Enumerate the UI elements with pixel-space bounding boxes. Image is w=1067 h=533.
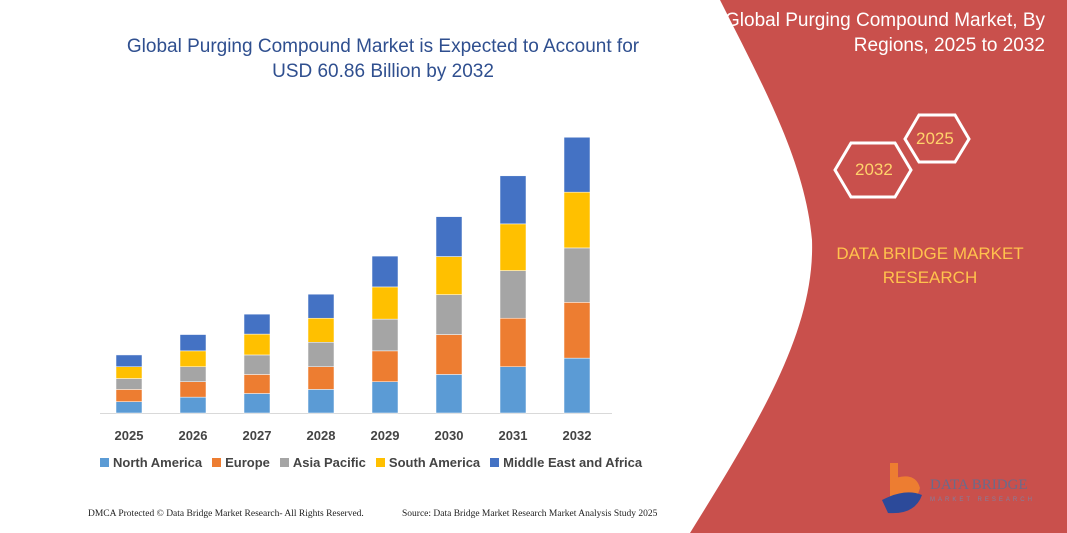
legend-swatch bbox=[490, 458, 500, 467]
footer-copyright: DMCA Protected © Data Bridge Market Rese… bbox=[88, 509, 364, 519]
bar-segment-europe-2030 bbox=[435, 334, 463, 375]
legend-label: North America bbox=[113, 455, 203, 470]
x-tick-labels: 2025 2026 2027 2028 2029 2030 2031 2032 bbox=[115, 428, 592, 443]
bar-segment-south-america-2032 bbox=[563, 191, 591, 249]
bar-segment-south-america-2025 bbox=[115, 366, 143, 379]
bar-segment-middle-east-and-africa-2028 bbox=[307, 293, 335, 319]
bar-segment-south-america-2028 bbox=[307, 317, 335, 343]
bar-segment-europe-2032 bbox=[563, 302, 591, 359]
brand-line-1: DATA BRIDGE MARKET bbox=[836, 244, 1024, 263]
bar-segment-asia-pacific-2031 bbox=[499, 270, 527, 319]
bar-segment-middle-east-and-africa-2030 bbox=[435, 216, 463, 257]
bar-segment-middle-east-and-africa-2027 bbox=[243, 313, 271, 335]
legend-item: Europe bbox=[212, 455, 270, 470]
bar-segment-north-america-2030 bbox=[435, 374, 463, 414]
bar-segment-middle-east-and-africa-2029 bbox=[371, 255, 399, 288]
bar-segment-asia-pacific-2029 bbox=[371, 318, 399, 352]
bar-segment-north-america-2025 bbox=[115, 401, 143, 414]
bar-segment-north-america-2028 bbox=[307, 389, 335, 414]
footer-source: Source: Data Bridge Market Research Mark… bbox=[402, 509, 658, 519]
bar-segment-europe-2026 bbox=[179, 381, 207, 398]
logo-text: DATA BRIDGE bbox=[930, 477, 1028, 493]
bar-segment-middle-east-and-africa-2031 bbox=[499, 175, 527, 225]
hex-label-2025: 2025 bbox=[916, 129, 954, 148]
hex-label-2032: 2032 bbox=[855, 160, 893, 179]
bar-segment-south-america-2029 bbox=[371, 286, 399, 320]
hexagon-2032 bbox=[833, 141, 913, 199]
legend-swatch bbox=[279, 458, 289, 467]
brand-text: DATA BRIDGE MARKET RESEARCH bbox=[800, 242, 1060, 290]
legend-item: South America bbox=[375, 455, 481, 470]
side-panel bbox=[690, 0, 1067, 533]
bar-segment-europe-2031 bbox=[499, 317, 527, 367]
brand-line-2: RESEARCH bbox=[882, 268, 978, 287]
bar-segment-north-america-2029 bbox=[371, 381, 399, 414]
x-tick-label: 2032 bbox=[563, 428, 592, 443]
bar-segment-south-america-2031 bbox=[499, 223, 527, 271]
legend-item: Asia Pacific bbox=[279, 455, 366, 470]
bar-segment-middle-east-and-africa-2026 bbox=[179, 334, 207, 352]
legend-swatch bbox=[375, 458, 385, 467]
x-tick-label: 2030 bbox=[435, 428, 464, 443]
bar-segment-middle-east-and-africa-2025 bbox=[115, 354, 143, 367]
bar-segment-south-america-2027 bbox=[243, 333, 271, 356]
legend-swatch bbox=[212, 458, 222, 467]
legend-label: Asia Pacific bbox=[292, 455, 366, 470]
legend-swatch bbox=[100, 458, 109, 467]
title-line-1: Global Purging Compound Market is Expect… bbox=[126, 36, 640, 57]
bar-segment-europe-2025 bbox=[115, 389, 143, 402]
x-tick-label: 2027 bbox=[243, 428, 272, 443]
hexagon-2025 bbox=[903, 113, 971, 164]
bar-segment-middle-east-and-africa-2032 bbox=[563, 137, 591, 193]
title-line-2: USD 60.86 Billion by 2032 bbox=[272, 61, 494, 82]
bar-segment-north-america-2026 bbox=[179, 396, 207, 414]
x-tick-label: 2028 bbox=[307, 428, 336, 443]
side-title-line-2: Regions, 2025 to 2032 bbox=[853, 35, 1045, 56]
x-tick-label: 2025 bbox=[115, 428, 144, 443]
legend: North America Europe Asia Pacific South Ame… bbox=[100, 455, 642, 470]
side-title-line-1: Global Purging Compound Market, By bbox=[725, 10, 1045, 31]
bars bbox=[115, 137, 591, 414]
legend-item: Middle East and Africa bbox=[490, 455, 642, 470]
chart-title: Global Purging Compound Market is Expect… bbox=[100, 34, 666, 84]
legend-label: South America bbox=[388, 455, 481, 470]
bar-segment-north-america-2032 bbox=[563, 357, 591, 414]
bar-segment-asia-pacific-2027 bbox=[243, 354, 271, 375]
bar-segment-south-america-2030 bbox=[435, 256, 463, 295]
bar-segment-asia-pacific-2032 bbox=[563, 247, 591, 303]
x-tick-label: 2026 bbox=[179, 428, 208, 443]
bar-segment-north-america-2031 bbox=[499, 366, 527, 414]
bar-segment-europe-2029 bbox=[371, 350, 399, 382]
legend-label: Middle East and Africa bbox=[503, 455, 643, 470]
bar-segment-asia-pacific-2026 bbox=[179, 366, 207, 382]
bar-segment-europe-2028 bbox=[307, 366, 335, 390]
x-tick-label: 2029 bbox=[371, 428, 400, 443]
bar-segment-asia-pacific-2028 bbox=[307, 342, 335, 367]
bar-segment-asia-pacific-2030 bbox=[435, 294, 463, 335]
bar-segment-asia-pacific-2025 bbox=[115, 378, 143, 390]
bar-segment-europe-2027 bbox=[243, 374, 271, 394]
legend-item: North America bbox=[100, 455, 202, 470]
x-tick-label: 2031 bbox=[499, 428, 528, 443]
side-title: Global Purging Compound Market, By Regio… bbox=[705, 8, 1045, 58]
logo-subtext: MARKET RESEARCH bbox=[930, 497, 1035, 503]
legend-label: Europe bbox=[225, 455, 270, 470]
logo-icon bbox=[882, 463, 922, 514]
bar-segment-north-america-2027 bbox=[243, 393, 271, 414]
bar-segment-south-america-2026 bbox=[179, 350, 207, 367]
